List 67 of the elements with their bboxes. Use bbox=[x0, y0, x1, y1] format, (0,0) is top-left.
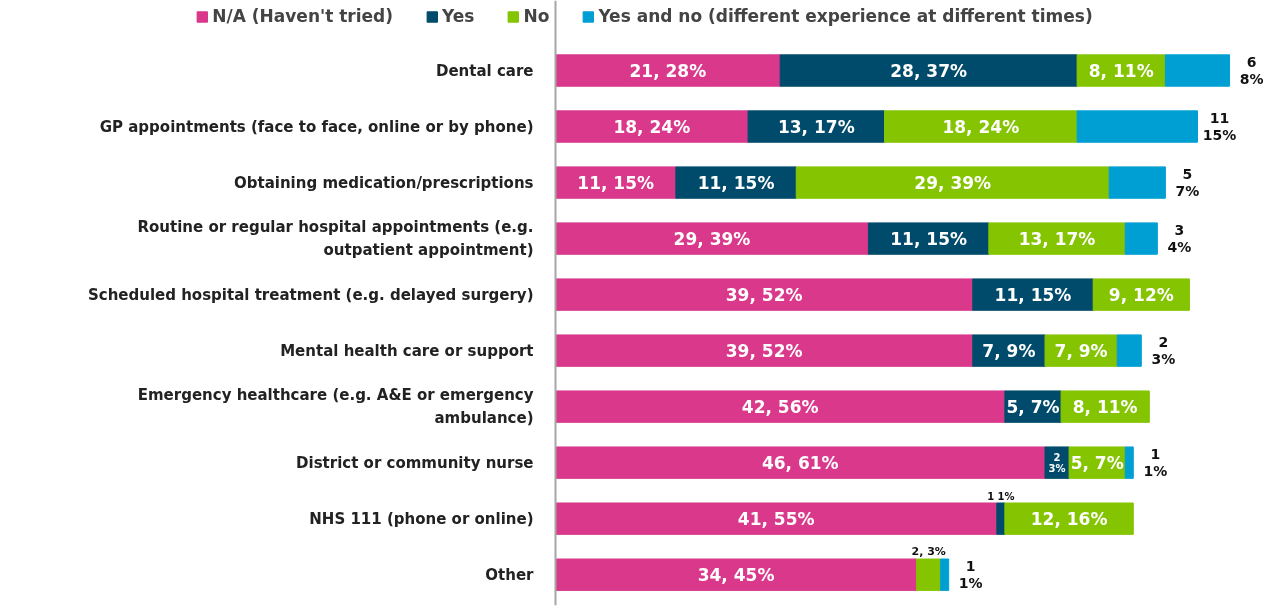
bar bbox=[555, 558, 918, 591]
bar bbox=[1124, 222, 1158, 255]
data-label: 18, 24% bbox=[942, 116, 1020, 137]
bar bbox=[996, 502, 1006, 535]
data-label: 13, 17% bbox=[777, 116, 855, 137]
bar bbox=[555, 502, 998, 535]
legend-label: Yes and no (different experience at different times) bbox=[598, 6, 1093, 26]
data-label: 46, 61% bbox=[761, 452, 839, 473]
data-label: 34, 45% bbox=[697, 564, 775, 585]
data-label: 2 3% bbox=[1048, 451, 1066, 474]
bar bbox=[1116, 334, 1142, 367]
data-label: 42, 56% bbox=[741, 396, 819, 417]
data-label: 9, 12% bbox=[1108, 284, 1174, 305]
data-label: 12, 16% bbox=[1030, 508, 1108, 529]
data-label: 1 1% bbox=[958, 557, 983, 592]
bar bbox=[1124, 446, 1134, 479]
bar bbox=[555, 334, 974, 367]
bar bbox=[1108, 166, 1166, 199]
data-label: 13, 17% bbox=[1018, 228, 1096, 249]
y-tick-label: Emergency healthcare (e.g. A&E or emergency ambulance) bbox=[137, 386, 534, 427]
y-tick-label: Dental care bbox=[435, 61, 534, 80]
legend-label: N/A (Haven't tried) bbox=[212, 6, 394, 26]
data-label: 2 3% bbox=[1151, 333, 1176, 368]
data-label: 7, 9% bbox=[1054, 340, 1108, 361]
data-label: 11, 15% bbox=[577, 172, 655, 193]
y-tick-label: District or community nurse bbox=[296, 453, 534, 472]
data-label: 11 15% bbox=[1202, 109, 1237, 144]
bar bbox=[916, 558, 942, 591]
data-label: 29, 39% bbox=[914, 172, 992, 193]
bar bbox=[940, 558, 950, 591]
bar bbox=[555, 222, 869, 255]
bar bbox=[1164, 54, 1231, 87]
data-label: 11, 15% bbox=[697, 172, 775, 193]
data-label: 1 1% bbox=[987, 491, 1015, 503]
data-label: 8, 11% bbox=[1088, 60, 1154, 81]
data-label: 5 7% bbox=[1175, 165, 1200, 200]
y-tick-label: Scheduled hospital treatment (e.g. delayed surgery) bbox=[87, 285, 534, 304]
legend-label: Yes bbox=[442, 6, 475, 26]
data-label: 11, 15% bbox=[994, 284, 1072, 305]
data-label: 11, 15% bbox=[890, 228, 968, 249]
data-label: 5, 7% bbox=[1006, 396, 1060, 417]
y-tick-label: Other bbox=[485, 565, 535, 584]
bar bbox=[555, 390, 1006, 423]
bar bbox=[555, 446, 1046, 479]
data-label: 28, 37% bbox=[890, 60, 968, 81]
data-label: 6 8% bbox=[1239, 53, 1264, 88]
data-label: 39, 52% bbox=[725, 340, 803, 361]
data-label: 3 4% bbox=[1167, 221, 1192, 256]
y-tick-label: NHS 111 (phone or online) bbox=[309, 509, 534, 528]
bar bbox=[795, 166, 1110, 199]
data-label: 2, 3% bbox=[911, 545, 946, 559]
data-label: 8, 11% bbox=[1072, 396, 1138, 417]
data-label: 18, 24% bbox=[613, 116, 691, 137]
data-label: 41, 55% bbox=[737, 508, 815, 529]
data-label: 7, 9% bbox=[982, 340, 1036, 361]
y-tick-label: Mental health care or support bbox=[280, 341, 534, 360]
y-tick-label: Obtaining medication/prescriptions bbox=[234, 173, 534, 192]
legend-label: No bbox=[523, 6, 550, 26]
bar bbox=[555, 278, 974, 311]
data-label: 39, 52% bbox=[725, 284, 803, 305]
y-tick-label: Routine or regular hospital appointments (e.g. outpatient appointment) bbox=[137, 218, 534, 259]
data-label: 1 1% bbox=[1143, 445, 1168, 480]
data-label: 5, 7% bbox=[1070, 452, 1124, 473]
bar bbox=[1076, 110, 1198, 143]
data-label: 21, 28% bbox=[629, 60, 707, 81]
data-label: 29, 39% bbox=[673, 228, 751, 249]
y-tick-label: GP appointments (face to face, online or by phone) bbox=[99, 117, 534, 136]
